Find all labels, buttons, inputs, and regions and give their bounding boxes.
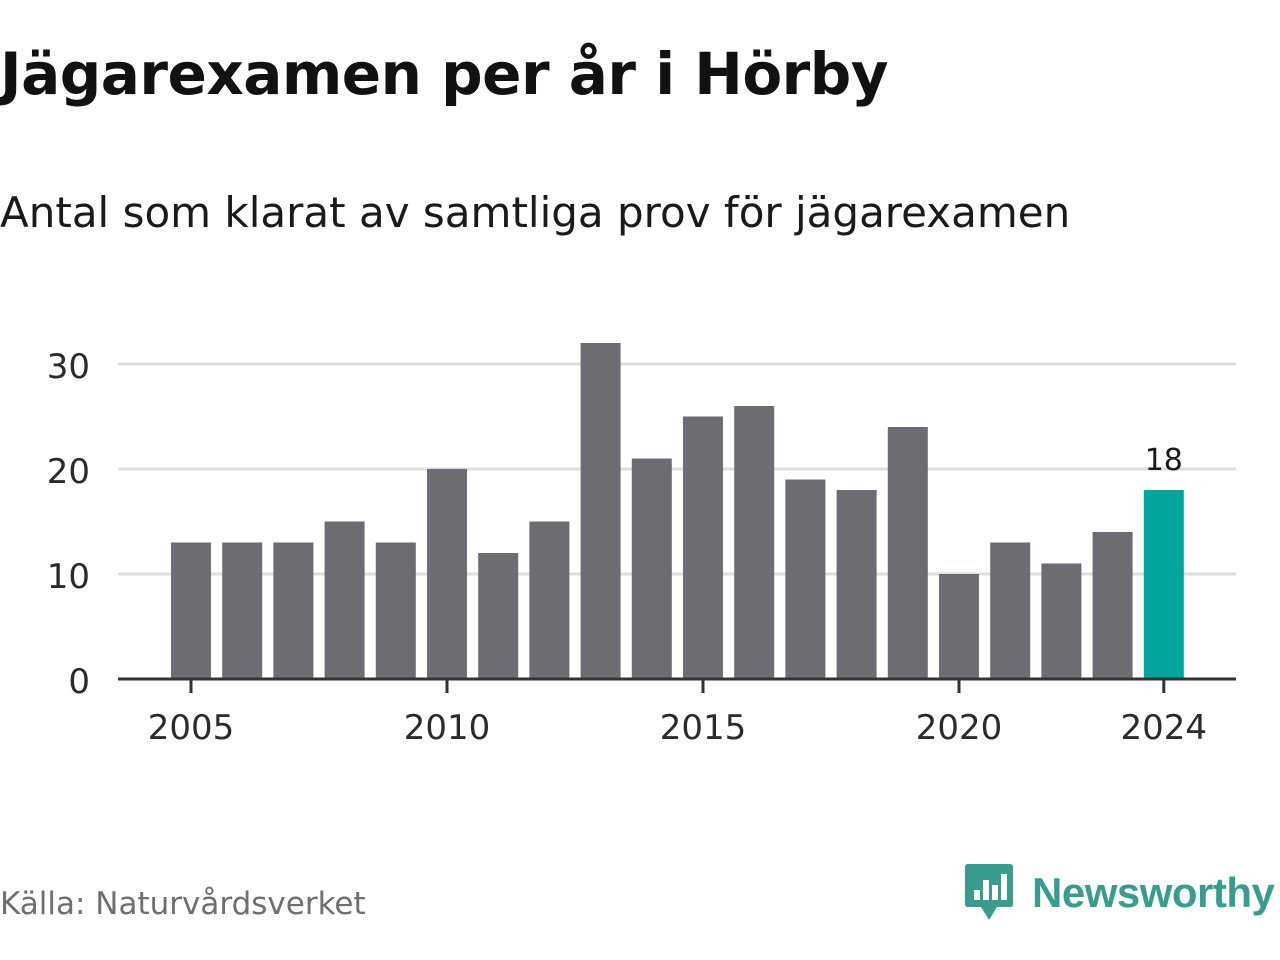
x-tick-label: 2010 (404, 708, 491, 748)
x-tick-label: 2015 (660, 708, 747, 748)
brand-name: Newsworthy (1032, 869, 1275, 916)
bars (171, 343, 1184, 679)
bar-2010 (427, 469, 467, 679)
bar-2021 (990, 542, 1031, 679)
x-tick-label: 2020 (916, 708, 1003, 748)
bar-2024 (1143, 490, 1184, 679)
x-tick-label: 2024 (1121, 708, 1208, 748)
bar-2014 (631, 458, 672, 679)
bar-2012 (529, 521, 570, 679)
x-tick-label: 2005 (148, 708, 235, 748)
bar-2017 (785, 479, 826, 679)
data-label-2024: 18 (1145, 443, 1183, 478)
bar-2007 (273, 542, 314, 679)
source-note: Källa: Naturvårdsverket (0, 886, 366, 922)
bar-2005 (171, 542, 211, 679)
y-tick-label: 0 (68, 662, 90, 702)
bar-2008 (324, 521, 365, 679)
chart-subtitle: Antal som klarat av samtliga prov för jä… (0, 188, 1071, 237)
x-axis-ticks: 2005 2010 2015 2020 2024 (118, 677, 1236, 748)
bar-2006 (222, 542, 263, 679)
bar-2009 (375, 542, 416, 679)
bar-2022 (1041, 563, 1082, 679)
bar-2015 (683, 416, 723, 679)
bar-2016 (734, 406, 775, 679)
bar-2023 (1092, 532, 1133, 679)
bar-2018 (836, 490, 877, 679)
y-tick-label: 20 (47, 452, 90, 492)
bar-2013 (580, 343, 621, 679)
newsworthy-logo-icon (965, 864, 1013, 920)
bar-2011 (478, 553, 519, 679)
brand-logo: Newsworthy (964, 862, 1275, 924)
y-axis-ticks: 0 10 20 30 (47, 347, 90, 702)
bar-2019 (887, 427, 928, 679)
chart-title: Jägarexamen per år i Hörby (0, 40, 889, 108)
bar-2020 (939, 574, 979, 679)
data-labels: 18 (1145, 443, 1183, 478)
y-tick-label: 30 (47, 347, 90, 387)
y-tick-label: 10 (47, 557, 90, 597)
